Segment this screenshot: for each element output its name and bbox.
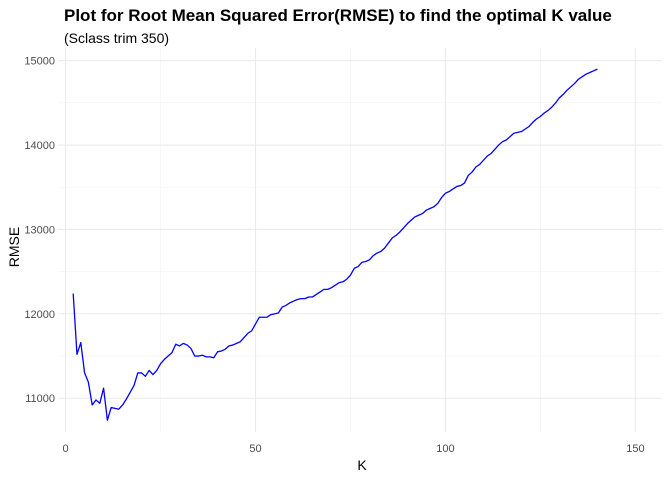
x-tick-label: 100 — [436, 443, 454, 455]
x-tick-label: 0 — [63, 443, 69, 455]
tick-labels: 0 50 100 150 11000 12000 13000 14000 15000 — [24, 56, 644, 455]
y-tick-label: 15000 — [24, 56, 55, 68]
x-tick-label: 150 — [626, 443, 644, 455]
series-group — [72, 68, 598, 421]
grid-lines — [58, 48, 662, 432]
y-tick-label: 14000 — [24, 140, 55, 152]
series-line — [72, 68, 598, 421]
y-axis-title: RMSE — [6, 227, 22, 267]
chart-subtitle: (Sclass trim 350) — [64, 30, 170, 46]
chart-title: Plot for Root Mean Squared Error(RMSE) t… — [64, 6, 612, 25]
y-tick-label: 11000 — [25, 393, 55, 405]
y-tick-label: 13000 — [24, 224, 55, 236]
y-tick-label: 12000 — [24, 309, 55, 321]
x-axis-title: K — [357, 457, 367, 473]
x-tick-label: 50 — [249, 443, 261, 455]
